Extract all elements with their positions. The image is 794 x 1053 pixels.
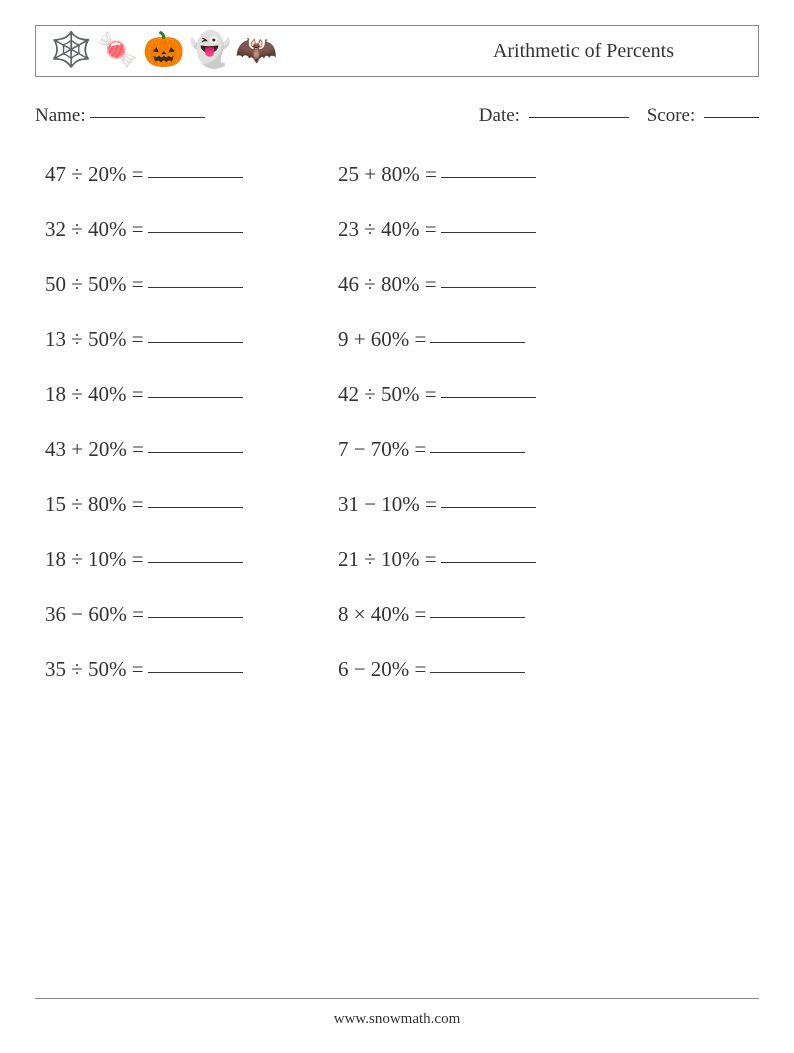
answer-blank[interactable] (148, 672, 243, 673)
problem-text: 8 × 40% = (338, 602, 426, 627)
answer-blank[interactable] (441, 562, 536, 563)
problem-text: 23 ÷ 40% = (338, 217, 437, 242)
problem-item: 43 + 20% = (45, 437, 243, 462)
problem-text: 6 − 20% = (338, 657, 426, 682)
problem-item: 23 ÷ 40% = (338, 217, 536, 242)
answer-blank[interactable] (148, 452, 243, 453)
problem-item: 8 × 40% = (338, 602, 536, 627)
name-label: Name: (35, 105, 86, 127)
answer-blank[interactable] (148, 177, 243, 178)
problem-item: 31 − 10% = (338, 492, 536, 517)
date-score-group: Date: Score: (479, 105, 759, 127)
answer-blank[interactable] (441, 287, 536, 288)
problem-text: 35 ÷ 50% = (45, 657, 144, 682)
problem-item: 6 − 20% = (338, 657, 536, 682)
problem-text: 31 − 10% = (338, 492, 437, 517)
date-field: Date: (479, 105, 629, 127)
problem-text: 7 − 70% = (338, 437, 426, 462)
problems-left-column: 47 ÷ 20% = 32 ÷ 40% = 50 ÷ 50% = 13 ÷ 50… (45, 162, 243, 682)
problem-text: 36 − 60% = (45, 602, 144, 627)
footer-url: www.snowmath.com (334, 1011, 461, 1027)
spider-web-icon: 🕸️ (50, 34, 92, 68)
answer-blank[interactable] (148, 397, 243, 398)
bat-icon: 🦇 (235, 34, 277, 68)
problem-text: 50 ÷ 50% = (45, 272, 144, 297)
problem-item: 21 ÷ 10% = (338, 547, 536, 572)
problem-item: 25 + 80% = (338, 162, 536, 187)
problem-item: 32 ÷ 40% = (45, 217, 243, 242)
problem-item: 13 ÷ 50% = (45, 327, 243, 352)
problem-item: 47 ÷ 20% = (45, 162, 243, 187)
problems-container: 47 ÷ 20% = 32 ÷ 40% = 50 ÷ 50% = 13 ÷ 50… (35, 162, 759, 682)
answer-blank[interactable] (148, 287, 243, 288)
answer-blank[interactable] (441, 507, 536, 508)
problem-text: 15 ÷ 80% = (45, 492, 144, 517)
problem-item: 36 − 60% = (45, 602, 243, 627)
problem-item: 42 ÷ 50% = (338, 382, 536, 407)
info-row: Name: Date: Score: (35, 105, 759, 127)
header-box: 🕸️ 🍬 🎃 👻 🦇 Arithmetic of Percents (35, 25, 759, 77)
pumpkin-icon: 🎃 (143, 34, 185, 68)
problem-item: 7 − 70% = (338, 437, 536, 462)
problem-item: 18 ÷ 10% = (45, 547, 243, 572)
name-blank[interactable] (90, 117, 205, 118)
header-icons: 🕸️ 🍬 🎃 👻 🦇 (50, 34, 278, 68)
answer-blank[interactable] (430, 342, 525, 343)
footer: www.snowmath.com (35, 998, 759, 1028)
problem-text: 25 + 80% = (338, 162, 437, 187)
problem-text: 9 + 60% = (338, 327, 426, 352)
date-blank[interactable] (529, 117, 629, 118)
problem-text: 32 ÷ 40% = (45, 217, 144, 242)
answer-blank[interactable] (148, 617, 243, 618)
problem-text: 18 ÷ 10% = (45, 547, 144, 572)
answer-blank[interactable] (148, 562, 243, 563)
problem-text: 46 ÷ 80% = (338, 272, 437, 297)
worksheet-page: 🕸️ 🍬 🎃 👻 🦇 Arithmetic of Percents Name: … (0, 0, 794, 1053)
answer-blank[interactable] (148, 232, 243, 233)
date-label: Date: (479, 105, 520, 126)
name-field: Name: (35, 105, 205, 127)
answer-blank[interactable] (441, 232, 536, 233)
ghost-icon: 👻 (189, 34, 231, 68)
answer-blank[interactable] (148, 507, 243, 508)
problem-item: 18 ÷ 40% = (45, 382, 243, 407)
answer-blank[interactable] (148, 342, 243, 343)
answer-blank[interactable] (430, 617, 525, 618)
problem-text: 13 ÷ 50% = (45, 327, 144, 352)
problem-item: 15 ÷ 80% = (45, 492, 243, 517)
problem-text: 43 + 20% = (45, 437, 144, 462)
problem-item: 50 ÷ 50% = (45, 272, 243, 297)
answer-blank[interactable] (441, 397, 536, 398)
problem-text: 18 ÷ 40% = (45, 382, 144, 407)
answer-blank[interactable] (430, 452, 525, 453)
problem-text: 42 ÷ 50% = (338, 382, 437, 407)
candy-icon: 🍬 (96, 34, 138, 68)
problem-item: 35 ÷ 50% = (45, 657, 243, 682)
answer-blank[interactable] (430, 672, 525, 673)
problems-right-column: 25 + 80% = 23 ÷ 40% = 46 ÷ 80% = 9 + 60%… (338, 162, 536, 682)
answer-blank[interactable] (441, 177, 536, 178)
worksheet-title: Arithmetic of Percents (493, 40, 674, 63)
score-label: Score: (647, 105, 696, 126)
problem-text: 47 ÷ 20% = (45, 162, 144, 187)
score-blank[interactable] (704, 117, 759, 118)
problem-item: 46 ÷ 80% = (338, 272, 536, 297)
score-field: Score: (647, 105, 759, 127)
problem-text: 21 ÷ 10% = (338, 547, 437, 572)
problem-item: 9 + 60% = (338, 327, 536, 352)
